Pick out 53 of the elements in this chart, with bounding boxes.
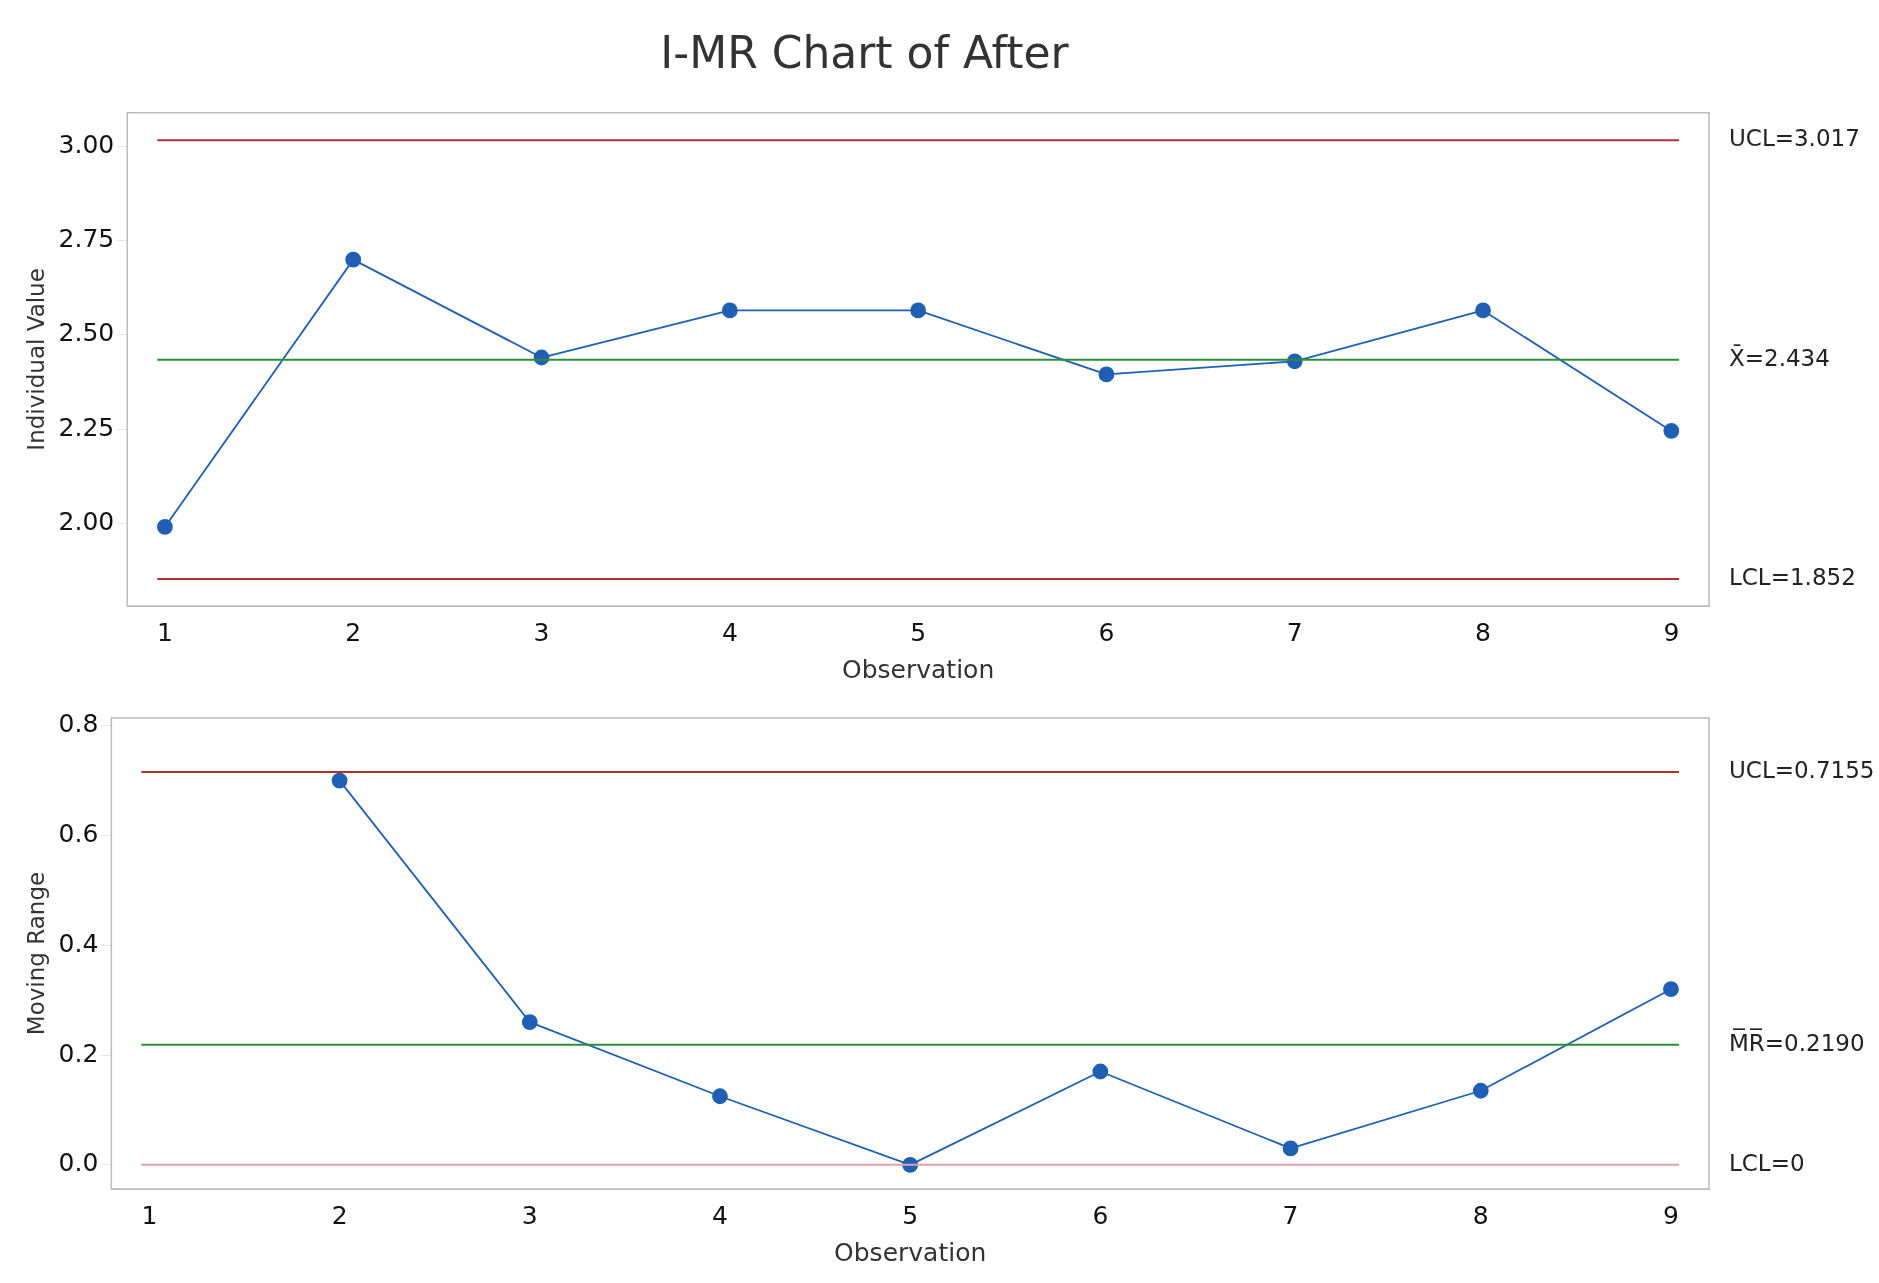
- x-tick-label: 2: [331, 1200, 348, 1230]
- x-tick-label: 8: [1472, 1200, 1489, 1230]
- point: [521, 1014, 538, 1031]
- y-tick-label: 2.25: [58, 412, 115, 442]
- x-tick-label: 9: [1663, 617, 1680, 647]
- x-tick-label: 1: [141, 1200, 158, 1230]
- ref-line-label: LCL=1.852: [1729, 563, 1856, 590]
- x-tick-label: 5: [902, 1200, 919, 1230]
- x-tick-label: 9: [1663, 1200, 1679, 1230]
- x-tick-label: 7: [1282, 1200, 1299, 1230]
- point: [1098, 366, 1115, 383]
- x-tick-label: 3: [533, 617, 550, 647]
- y-axis-title: Individual Value: [22, 268, 49, 451]
- y-tick-label: 0.0: [58, 1148, 99, 1178]
- x-tick-label: 5: [910, 617, 927, 647]
- x-tick-label: 1: [156, 617, 173, 647]
- point: [157, 519, 173, 535]
- ref-line-label: LCL=0: [1729, 1149, 1805, 1176]
- y-tick-label: 2.75: [58, 224, 115, 254]
- point: [721, 302, 738, 319]
- x-tick-label: 4: [712, 1200, 728, 1230]
- x-tick-label: 4: [721, 617, 738, 647]
- y-tick-label: 0.2: [58, 1038, 99, 1068]
- x-tick-label: 8: [1475, 617, 1491, 647]
- y-tick-label: 2.50: [58, 318, 115, 348]
- y-tick-label: 2.00: [58, 506, 115, 536]
- point: [1475, 302, 1491, 319]
- point: [345, 251, 362, 268]
- point: [1092, 1063, 1109, 1080]
- ref-line-label: UCL=3.017: [1729, 125, 1860, 152]
- ref-line-label: X̄=2.434: [1729, 343, 1830, 371]
- point: [712, 1088, 728, 1105]
- x-axis-title: Observation: [834, 1237, 987, 1267]
- x-axis-title: Observation: [842, 654, 995, 684]
- point: [910, 302, 927, 319]
- x-tick-label: 6: [1092, 1200, 1109, 1230]
- x-tick-label: 6: [1098, 617, 1115, 647]
- ref-line-label: M̅R̅=0.2190: [1729, 1028, 1865, 1056]
- x-tick-label: 7: [1286, 617, 1303, 647]
- point: [331, 772, 348, 789]
- x-tick-label: 2: [345, 617, 362, 647]
- x-tick-label: 3: [521, 1200, 538, 1230]
- point: [1282, 1140, 1299, 1157]
- point: [1663, 981, 1679, 998]
- y-tick-label: 0.6: [58, 818, 99, 848]
- y-tick-label: 0.4: [58, 928, 99, 958]
- y-tick-label: 3.00: [58, 130, 115, 160]
- point: [1472, 1082, 1489, 1099]
- point: [1663, 423, 1680, 439]
- y-tick-label: 0.8: [58, 709, 99, 739]
- y-axis-title: Moving Range: [22, 871, 49, 1036]
- chart-title: I-MR Chart of After: [660, 26, 1070, 78]
- ref-line-label: UCL=0.7155: [1729, 757, 1875, 784]
